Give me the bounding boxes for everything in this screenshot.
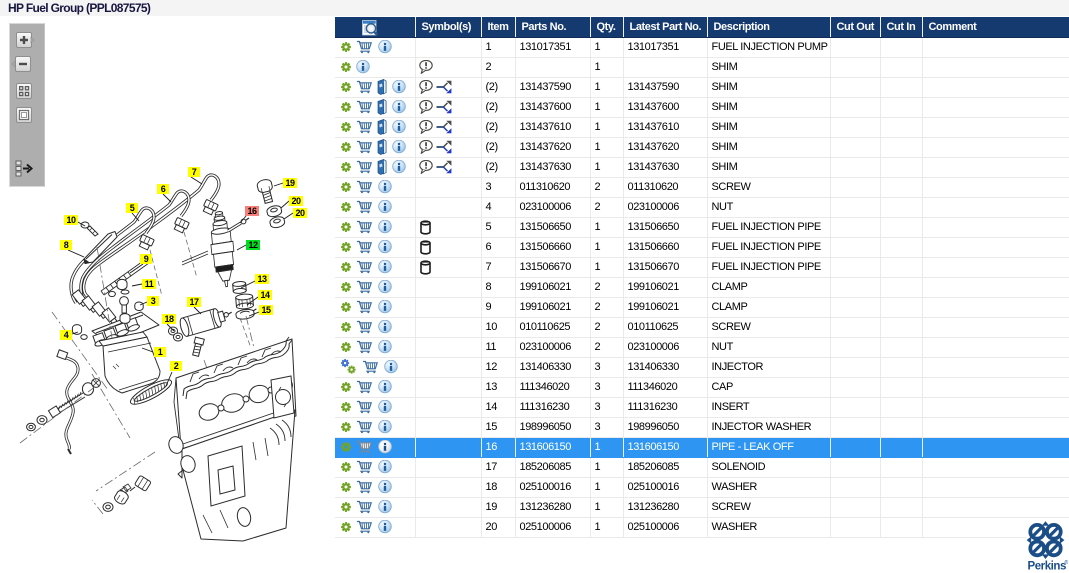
svg-text:Perkins: Perkins — [1028, 561, 1066, 573]
svg-text:®: ® — [1065, 559, 1069, 566]
